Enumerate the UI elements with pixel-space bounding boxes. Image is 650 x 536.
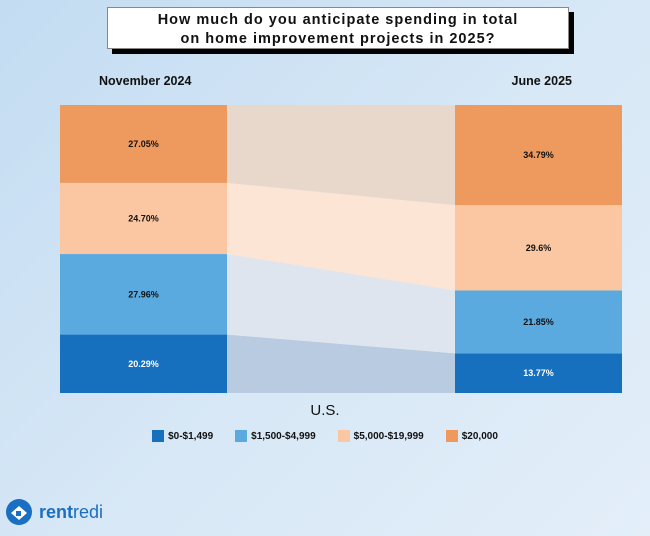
data-label: 20.29% <box>128 359 159 369</box>
bar-segment <box>455 290 622 354</box>
legend-item: $0-$1,499 <box>152 430 213 442</box>
legend-item: $5,000-$19,999 <box>337 430 424 442</box>
flow-band <box>227 182 455 291</box>
legend-swatch <box>337 430 350 442</box>
category-label-left: November 2024 <box>99 74 192 88</box>
logo-text-light: redi <box>73 501 104 522</box>
rentredi-logo: rentredi <box>4 497 103 527</box>
chart-title: How much do you anticipate spending in t… <box>107 7 569 49</box>
legend-label: $1,500-$4,999 <box>251 430 316 442</box>
legend-item: $1,500-$4,999 <box>235 430 316 442</box>
data-label: 34.79% <box>523 150 554 160</box>
data-label: 27.96% <box>128 289 159 299</box>
bar-segment <box>455 353 622 393</box>
legend-label: $0-$1,499 <box>168 430 214 442</box>
legend-swatch <box>235 430 248 442</box>
legend-label: $20,000 <box>461 430 498 442</box>
logo-text-bold: rent <box>39 501 74 522</box>
bar-segment <box>60 105 227 183</box>
bar-segment <box>60 182 227 255</box>
data-label: 24.70% <box>128 213 159 223</box>
legend-swatch <box>445 430 458 442</box>
legend-swatch <box>152 430 165 442</box>
bar-segment <box>60 334 227 393</box>
data-label: 21.85% <box>523 317 554 327</box>
legend-label: $5,000-$19,999 <box>353 430 424 442</box>
flow-band <box>227 334 455 393</box>
data-label: 13.77% <box>523 368 554 378</box>
category-label-right: June 2025 <box>511 74 572 88</box>
x-axis-label: U.S. <box>310 402 340 419</box>
data-label: 29.6% <box>526 243 552 253</box>
bar-segment <box>455 205 622 291</box>
flow-band <box>227 254 455 354</box>
data-label: 27.05% <box>128 139 159 149</box>
flow-band <box>227 105 455 206</box>
legend-item: $20,000 <box>445 430 498 442</box>
bar-segment <box>455 105 622 206</box>
house-logo-icon <box>6 499 32 525</box>
bar-segment <box>60 254 227 335</box>
legend: $0-$1,499 $1,500-$4,999 $5,000-$19,999 $20,… <box>0 430 650 442</box>
